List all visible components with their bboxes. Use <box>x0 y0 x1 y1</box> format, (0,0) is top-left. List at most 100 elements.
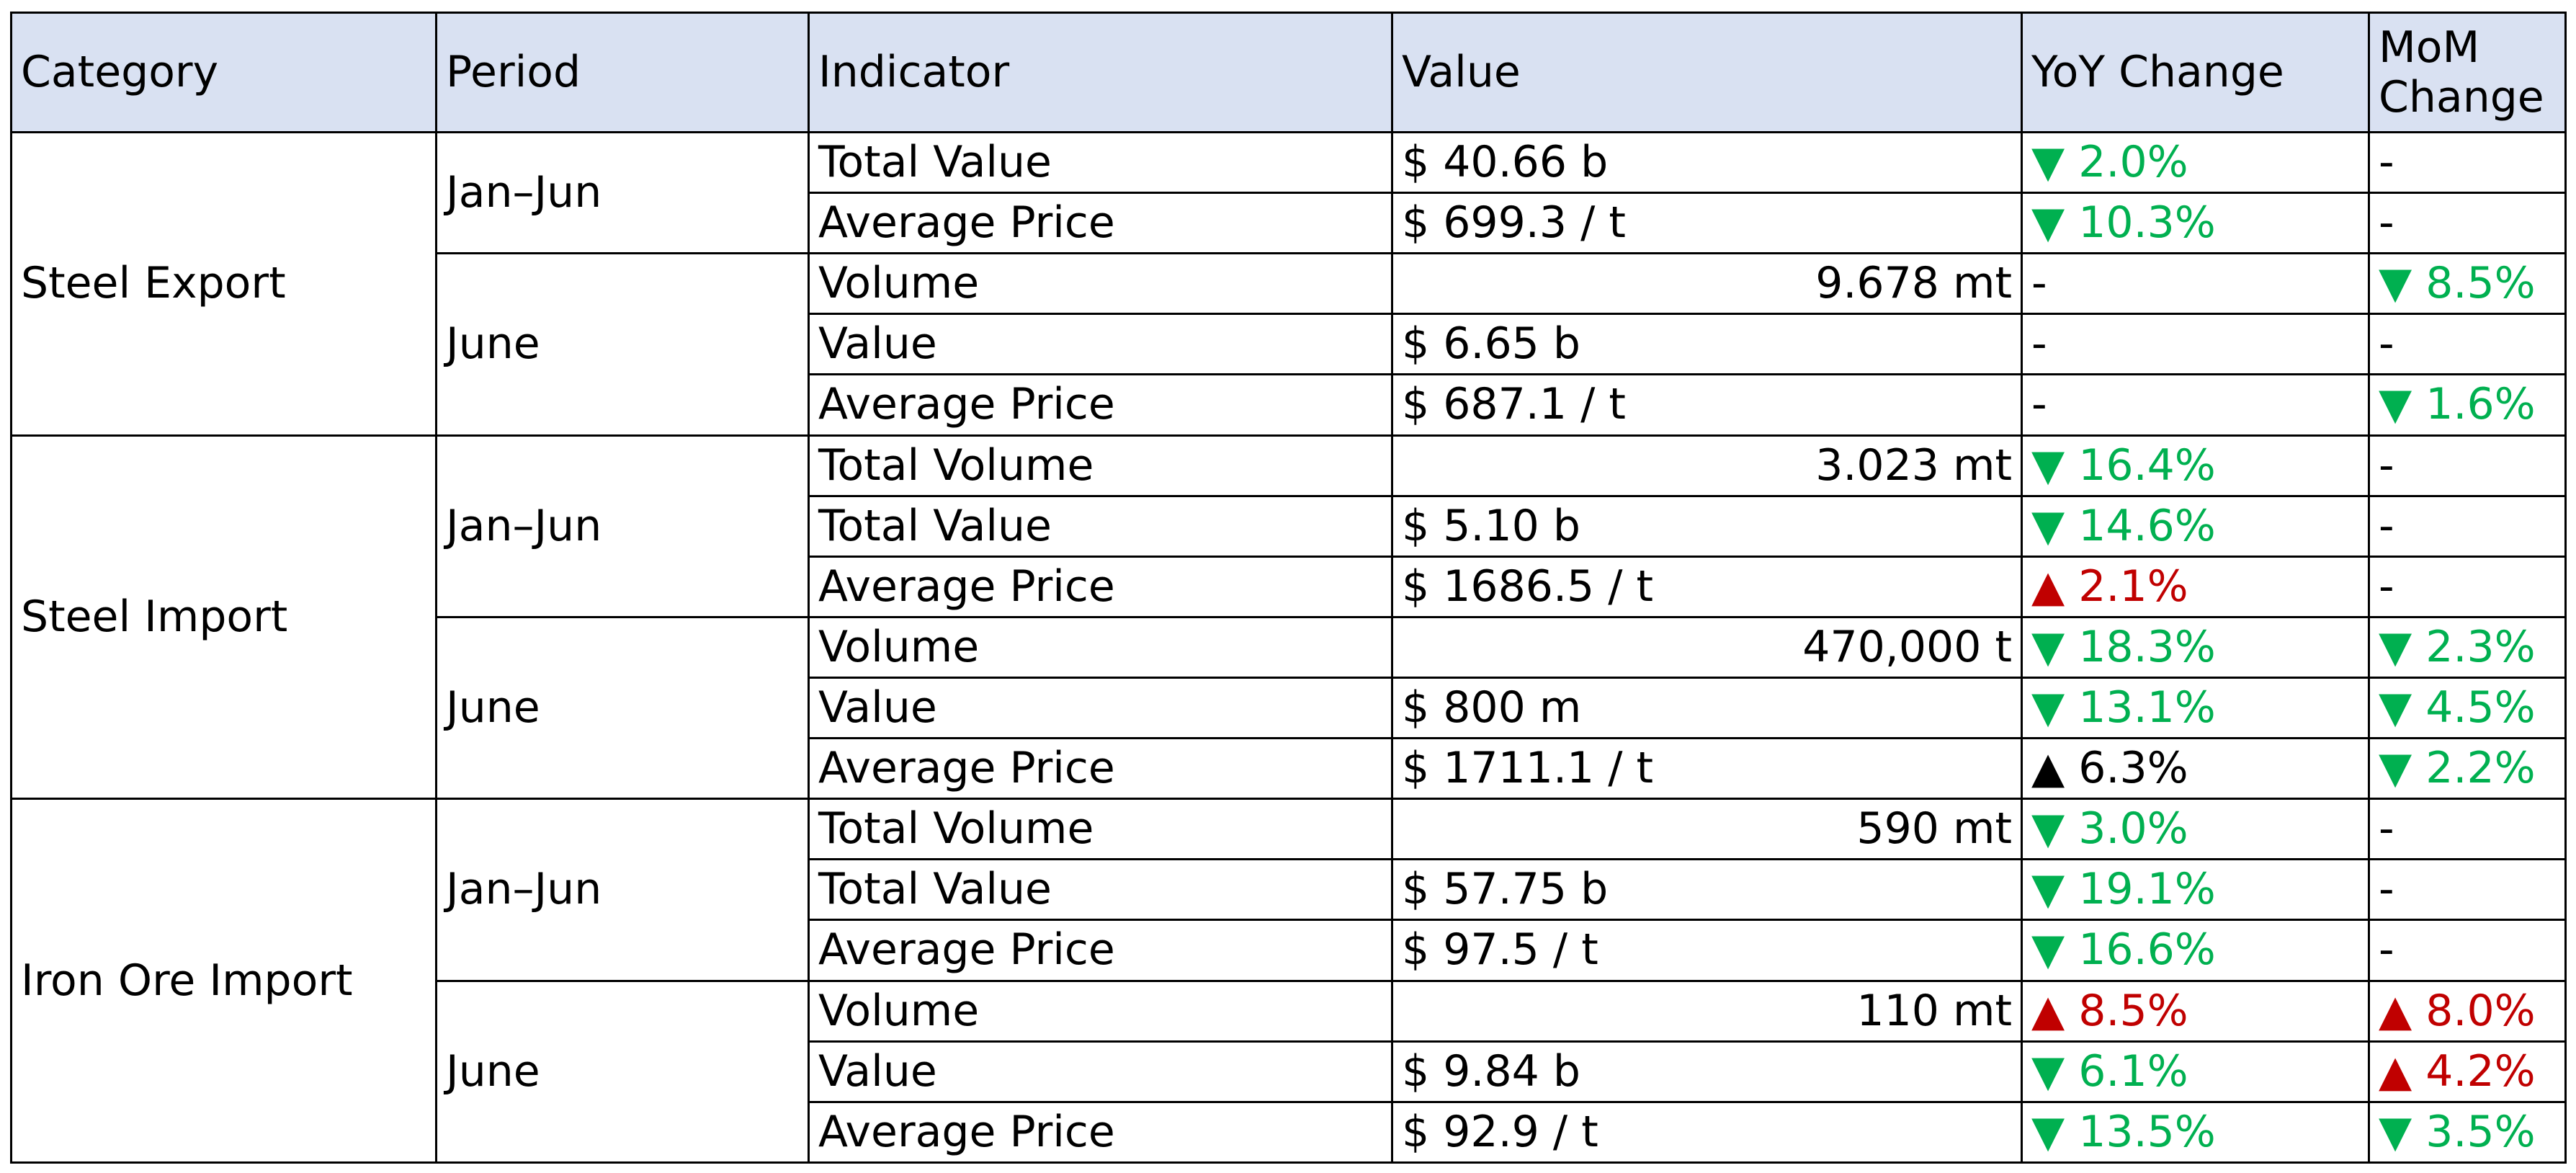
mom-change-cell: ▼ 2.3% <box>2368 615 2567 679</box>
indicator-cell: Value <box>808 313 1393 376</box>
table-row: Total Value $ 57.75 b ▼ 19.1% - <box>12 858 2567 922</box>
yoy-change-cell: ▼ 10.3% <box>2021 192 2370 255</box>
mom-change-cell: - <box>2368 555 2567 618</box>
table-row: Steel Import Jan–Jun Total Volume 3.023 mt ▼… <box>10 434 2567 800</box>
mom-change-cell: ▲ 8.0% <box>2368 979 2567 1043</box>
table-row: June Volume 110 mt ▲ 8.5% ▲ 8.0% <box>12 979 2567 1164</box>
yoy-change-cell: ▼ 16.4% <box>2021 434 2370 497</box>
yoy-change-cell: ▲ 8.5% <box>2021 979 2370 1043</box>
mom-change-cell: ▼ 8.5% <box>2368 252 2567 316</box>
yoy-change-cell: - <box>2021 313 2370 376</box>
table-row: Average Price $ 1686.5 / t ▲ 2.1% - <box>12 555 2567 618</box>
header-mom-change: MoM Change <box>2368 12 2567 133</box>
yoy-change-cell: ▼ 13.1% <box>2021 676 2370 740</box>
mom-change-cell: - <box>2368 313 2567 376</box>
mom-change-cell: ▼ 4.5% <box>2368 676 2567 740</box>
value-cell: $ 800 m <box>1391 676 2023 740</box>
yoy-change-cell: ▲ 6.3% <box>2021 737 2370 800</box>
category-cell: Steel Export <box>10 131 437 437</box>
indicator-cell: Average Price <box>808 373 1393 437</box>
yoy-change-cell: ▲ 2.1% <box>2021 555 2370 618</box>
table-row: Average Price $ 92.9 / t ▼ 13.5% ▼ 3.5% <box>12 1100 2567 1164</box>
yoy-change-cell: ▼ 13.5% <box>2021 1100 2370 1164</box>
value-cell: $ 5.10 b <box>1391 494 2023 558</box>
table-row: Steel Export Jan–Jun Total Value $ 40.66 b ▼… <box>10 130 2567 437</box>
indicator-cell: Total Volume <box>808 798 1393 861</box>
mom-change-cell: ▲ 4.2% <box>2368 1040 2567 1103</box>
yoy-change-cell: ▼ 6.1% <box>2021 1040 2370 1103</box>
yoy-change-cell: ▼ 14.6% <box>2021 494 2370 558</box>
table-row: Iron Ore Import Jan–Jun Total Volume 590 mt… <box>10 798 2567 1164</box>
value-cell: $ 687.1 / t <box>1391 373 2023 437</box>
table-row: Average Price $ 687.1 / t - ▼ 1.6% <box>12 373 2567 437</box>
table-row: Value $ 6.65 b-- <box>12 313 2567 376</box>
indicator-cell: Value <box>808 1040 1393 1103</box>
yoy-change-cell: ▼ 19.1% <box>2021 858 2370 922</box>
yoy-change-cell: ▼ 16.6% <box>2021 919 2370 982</box>
mom-change-cell: - <box>2368 798 2567 861</box>
value-cell: 3.023 mt <box>1391 434 2023 497</box>
value-cell: $ 6.65 b <box>1391 313 2023 376</box>
indicator-cell: Total Value <box>808 130 1393 195</box>
mom-change-cell: - <box>2368 130 2567 195</box>
indicator-cell: Total Value <box>808 494 1393 558</box>
period-cell: June <box>435 979 810 1164</box>
trade-data-table: Category Period Indicator Value YoY Chan… <box>10 12 2567 1164</box>
value-cell: $ 57.75 b <box>1391 858 2023 922</box>
indicator-cell: Average Price <box>808 555 1393 618</box>
value-cell: $ 92.9 / t <box>1391 1100 2023 1164</box>
indicator-cell: Volume <box>808 252 1393 316</box>
period-cell: June <box>435 615 810 800</box>
table-row: Total Value $ 5.10 b ▼ 14.6% - <box>12 494 2567 558</box>
value-cell: 590 mt <box>1391 798 2023 861</box>
mom-change-cell: - <box>2368 192 2567 255</box>
table-container: Category Period Indicator Value YoY Chan… <box>10 12 2567 1164</box>
header-yoy-change: YoY Change <box>2021 12 2370 133</box>
yoy-change-cell: - <box>2021 252 2370 316</box>
table-row: June Volume 9.678 mt - ▼ 8.5% <box>12 252 2567 437</box>
mom-change-cell: ▼ 1.6% <box>2368 373 2567 437</box>
header-category: Category <box>10 12 437 133</box>
value-cell: $ 40.66 b <box>1391 130 2023 195</box>
mom-change-cell: ▼ 2.2% <box>2368 737 2567 800</box>
period-cell: Jan–Jun <box>435 130 810 255</box>
yoy-change-cell: ▼ 2.0% <box>2021 130 2370 195</box>
value-cell: 470,000 t <box>1391 615 2023 679</box>
value-cell: $ 1686.5 / t <box>1391 555 2023 618</box>
value-cell: $ 97.5 / t <box>1391 919 2023 982</box>
category-cell: Iron Ore Import <box>10 798 437 1164</box>
period-cell: Jan–Jun <box>435 434 810 618</box>
mom-change-cell: - <box>2368 494 2567 558</box>
indicator-cell: Average Price <box>808 1100 1393 1164</box>
header-period: Period <box>435 12 810 133</box>
value-cell: 110 mt <box>1391 979 2023 1043</box>
period-cell: Jan–Jun <box>435 798 810 982</box>
indicator-cell: Average Price <box>808 919 1393 982</box>
mom-change-cell: - <box>2368 919 2567 982</box>
header-indicator: Indicator <box>808 12 1393 133</box>
indicator-cell: Volume <box>808 979 1393 1043</box>
header-value: Value <box>1391 12 2023 133</box>
value-cell: $ 699.3 / t <box>1391 192 2023 255</box>
mom-change-cell: - <box>2368 434 2567 497</box>
table-row: Value $ 9.84 b ▼ 6.1% ▲ 4.2% <box>12 1040 2567 1103</box>
yoy-change-cell: - <box>2021 373 2370 437</box>
indicator-cell: Total Value <box>808 858 1393 922</box>
category-cell: Steel Import <box>10 434 437 800</box>
yoy-change-cell: ▼ 3.0% <box>2021 798 2370 861</box>
mom-change-cell: - <box>2368 858 2567 922</box>
yoy-change-cell: ▼ 18.3% <box>2021 615 2370 679</box>
table-row: Average Price $ 699.3 / t ▼ 10.3% - <box>12 192 2567 255</box>
indicator-cell: Average Price <box>808 192 1393 255</box>
value-cell: 9.678 mt <box>1391 252 2023 316</box>
table-row: Value $ 800 m ▼ 13.1% ▼ 4.5% <box>12 676 2567 740</box>
header-row: Category Period Indicator Value YoY Chan… <box>10 12 2567 133</box>
table-row: Average Price $ 97.5 / t ▼ 16.6% - <box>12 919 2567 982</box>
indicator-cell: Total Volume <box>808 434 1393 497</box>
table-body: Steel Export Jan–Jun Total Value $ 40.66 b ▼… <box>10 130 2567 1164</box>
indicator-cell: Volume <box>808 615 1393 679</box>
table-row: Average Price $ 1711.1 / t ▲ 6.3% ▼ 2.2% <box>12 737 2567 800</box>
value-cell: $ 1711.1 / t <box>1391 737 2023 800</box>
period-cell: June <box>435 252 810 437</box>
indicator-cell: Average Price <box>808 737 1393 800</box>
